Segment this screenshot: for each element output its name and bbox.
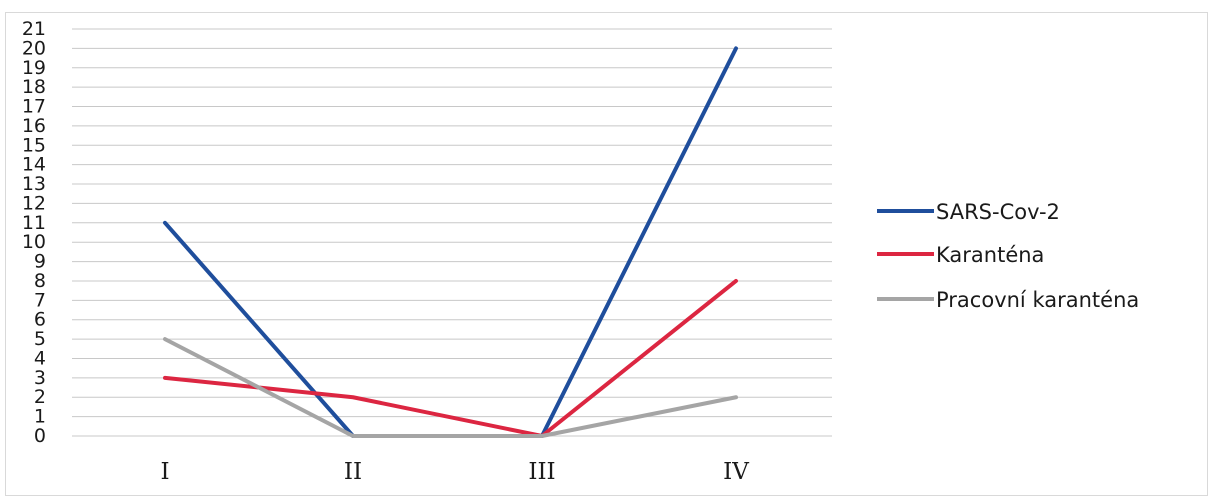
y-tick-label: 7 (34, 289, 46, 311)
y-tick-label: 1 (34, 406, 46, 428)
x-tick-label: III (528, 459, 555, 485)
y-tick-label: 10 (22, 231, 46, 253)
y-tick-label: 2 (34, 386, 46, 408)
x-tick-label: I (160, 459, 169, 485)
y-tick-label: 9 (34, 251, 46, 273)
x-axis-ticks: I II III IV (160, 459, 749, 485)
y-tick-label: 5 (34, 328, 46, 350)
y-tick-label: 0 (34, 425, 46, 447)
chart-frame (5, 12, 1208, 496)
legend: SARS-Cov-2 Karanténa Pracovní karanténa (877, 200, 1139, 312)
y-tick-label: 12 (22, 192, 46, 214)
y-tick-label: 21 (22, 18, 46, 40)
y-tick-label: 8 (34, 270, 46, 292)
x-tick-label: IV (723, 459, 749, 485)
y-tick-label: 18 (22, 76, 46, 98)
y-tick-label: 17 (22, 96, 46, 118)
y-tick-label: 3 (34, 367, 46, 389)
y-tick-label: 6 (34, 309, 46, 331)
y-tick-label: 15 (22, 134, 46, 156)
x-tick-label: II (344, 459, 362, 485)
y-tick-label: 14 (22, 154, 46, 176)
gridlines (72, 28, 832, 437)
legend-label: Karanténa (936, 243, 1044, 267)
y-tick-label: 4 (34, 347, 46, 369)
y-tick-label: 11 (22, 212, 46, 234)
series-lines (163, 46, 738, 438)
y-tick-label: 16 (22, 115, 46, 137)
series-line-2 (163, 337, 738, 438)
legend-label: Pracovní karanténa (936, 288, 1139, 312)
y-tick-label: 19 (22, 57, 46, 79)
legend-label: SARS-Cov-2 (936, 200, 1060, 224)
y-tick-label: 13 (22, 173, 46, 195)
y-tick-label: 20 (22, 37, 46, 59)
